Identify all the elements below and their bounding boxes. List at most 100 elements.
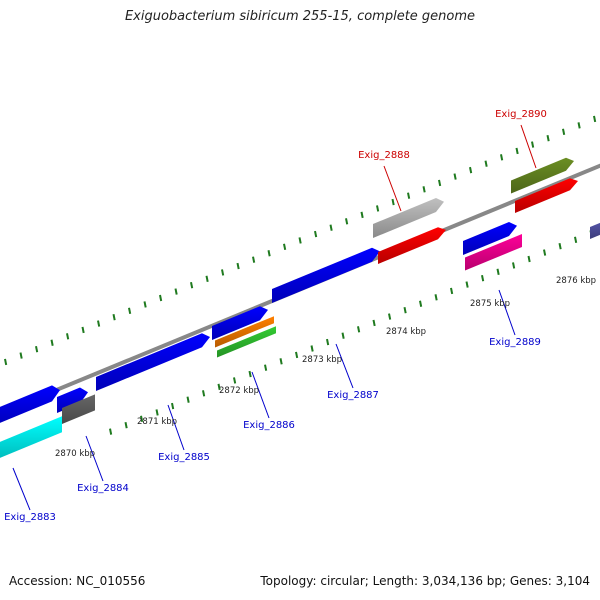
label-leader-line [85, 435, 104, 482]
scale-tick [512, 262, 516, 269]
scale-tick [35, 345, 39, 353]
scale-tick [205, 275, 209, 283]
scale-tick [465, 281, 469, 288]
scale-tick [341, 332, 345, 339]
scale-tick [81, 326, 85, 334]
gene-feature-bar[interactable] [62, 394, 95, 424]
label-leader-line [12, 467, 31, 511]
scale-ticks [4, 115, 597, 435]
scale-tick [202, 390, 206, 397]
scale-tick [546, 134, 550, 142]
scale-tick [419, 300, 423, 307]
scale-tick [469, 166, 473, 174]
gene-feature-bar[interactable] [590, 221, 600, 239]
gene-feature-arrow[interactable] [515, 178, 578, 213]
gene-label[interactable]: Exig_2889 [489, 337, 541, 348]
scale-tick [500, 154, 504, 161]
scale-tick [155, 409, 159, 416]
scale-tick [345, 218, 349, 225]
page-title: Exiguobacterium sibiricum 255-15, comple… [124, 9, 476, 24]
gene-label[interactable]: Exig_2888 [358, 150, 410, 161]
scale-label: 2875 kbp [470, 299, 510, 309]
gene-label[interactable]: Exig_2883 [4, 512, 56, 523]
scale-tick [143, 301, 147, 308]
scale-tick [124, 422, 128, 429]
label-leader-line [335, 343, 354, 389]
scale-tick [50, 339, 54, 346]
scale-tick [329, 224, 333, 231]
scale-tick [357, 326, 361, 333]
scale-tick [515, 147, 519, 155]
gene-feature-bar[interactable] [217, 326, 276, 358]
scale-label: 2876 kbp [556, 276, 596, 286]
scale-tick [233, 377, 237, 384]
scale-tick [527, 255, 531, 263]
scale-label: 2873 kbp [302, 355, 342, 365]
scale-tick [481, 274, 485, 282]
accession-text: Accession: NC_010556 [9, 574, 146, 588]
scale-tick [407, 192, 411, 199]
gene-feature-arrow[interactable] [378, 227, 446, 264]
gene-feature-arrow[interactable] [373, 198, 444, 238]
scale-tick [236, 262, 240, 270]
scale-tick [360, 211, 364, 219]
scale-tick [593, 115, 597, 123]
scale-tick [174, 288, 178, 295]
scale-tick [217, 383, 221, 391]
scale-tick [109, 428, 113, 435]
scale-tick [496, 268, 500, 275]
label-leader-line [520, 124, 537, 169]
scale-tick [112, 313, 116, 321]
scale-tick [171, 402, 175, 410]
label-leaders [12, 124, 537, 511]
scale-label: 2874 kbp [386, 327, 426, 337]
gene-feature-arrow[interactable] [511, 157, 574, 194]
gene-feature-bar[interactable] [215, 316, 274, 348]
gene-label[interactable]: Exig_2890 [495, 109, 547, 120]
scale-tick [484, 160, 488, 167]
gene-feature-bar[interactable] [465, 234, 522, 271]
scale-labels: 2870 kbp 2871 kbp 2872 kbp 2873 kbp 2874 kbp… [55, 276, 596, 459]
scale-tick [577, 122, 581, 129]
scale-tick [376, 205, 380, 212]
scale-tick [558, 243, 562, 250]
scale-label: 2871 kbp [137, 417, 177, 427]
gene-feature-arrow[interactable] [212, 306, 268, 340]
scale-tick [391, 198, 395, 206]
scale-tick [562, 128, 566, 135]
scale-tick [4, 358, 8, 366]
gene-feature-arrow[interactable] [0, 385, 60, 427]
scale-label: 2872 kbp [219, 386, 259, 396]
scale-tick [19, 352, 23, 359]
gene-feature-arrow[interactable] [57, 387, 88, 414]
scale-tick [66, 333, 70, 340]
scale-tick [453, 173, 457, 180]
scale-tick [252, 256, 256, 263]
gene-feature-arrow[interactable] [96, 333, 210, 391]
gene-label[interactable]: Exig_2886 [243, 420, 295, 431]
gene-feature-bar[interactable] [0, 416, 62, 462]
scale-tick [403, 306, 407, 314]
scale-tick [97, 320, 101, 327]
gene-feature-arrow[interactable] [272, 247, 380, 303]
scale-tick [186, 396, 190, 403]
label-leader-line [383, 165, 402, 212]
label-leader-line [167, 404, 185, 451]
scale-tick [388, 313, 392, 320]
gene-label[interactable]: Exig_2885 [158, 452, 210, 463]
scale-tick [531, 141, 535, 148]
scale-tick [543, 249, 547, 256]
scale-tick [267, 250, 271, 257]
scale-tick [128, 307, 132, 314]
gene-feature-arrow[interactable] [463, 222, 517, 255]
scale-tick [372, 319, 376, 327]
gene-label[interactable]: Exig_2887 [327, 390, 379, 401]
scale-label: 2870 kbp [55, 449, 95, 459]
scale-tick [140, 415, 144, 423]
gene-labels: Exig_2883 Exig_2884 Exig_2885 Exig_2886 Exig… [4, 109, 547, 523]
gene-label[interactable]: Exig_2884 [77, 483, 129, 494]
scale-tick [422, 186, 426, 193]
label-leader-line [498, 289, 516, 336]
